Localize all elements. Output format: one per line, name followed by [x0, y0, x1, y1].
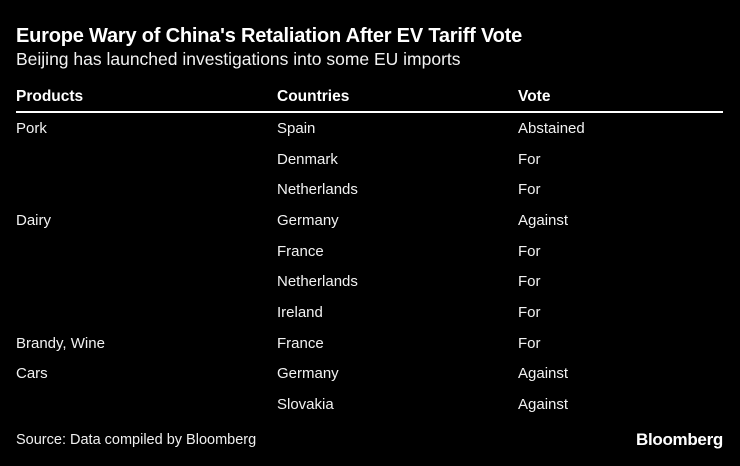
table-row: Slovakia Against [16, 389, 723, 420]
cell-vote: For [518, 242, 541, 260]
cell-vote: For [518, 150, 541, 168]
table-row: Dairy Germany Against [16, 205, 723, 236]
table-row: Cars Germany Against [16, 359, 723, 390]
cell-country: Germany [277, 365, 339, 383]
cell-country: Denmark [277, 150, 338, 168]
cell-product: Dairy [16, 211, 52, 229]
cell-country: France [277, 334, 324, 352]
table-row: Netherlands For [16, 174, 723, 205]
source-note: Source: Data compiled by Bloomberg [16, 431, 257, 448]
cell-country: Ireland [277, 303, 323, 321]
table-row: Netherlands For [16, 266, 723, 297]
cell-country: Netherlands [277, 181, 358, 199]
cell-product: Pork [16, 119, 47, 137]
cell-country: Netherlands [277, 273, 358, 291]
cell-vote: Against [518, 396, 569, 414]
chart-subtitle: Beijing has launched investigations into… [16, 49, 461, 69]
cell-vote: For [518, 334, 541, 352]
cell-vote: For [518, 303, 541, 321]
table-header-row: Products Countries Vote [16, 88, 723, 113]
table-row: Ireland For [16, 297, 723, 328]
cell-vote: Abstained [518, 119, 585, 137]
cell-product: Cars [16, 365, 48, 383]
bloomberg-logo: Bloomberg [635, 429, 723, 449]
cell-vote: Against [518, 365, 569, 383]
cell-vote: For [518, 181, 541, 199]
column-header-vote: Vote [518, 88, 551, 105]
cell-country: Slovakia [277, 396, 334, 414]
cell-vote: For [518, 273, 541, 291]
column-header-products: Products [16, 88, 84, 105]
table-row: Pork Spain Abstained [16, 113, 723, 144]
table-row: Brandy, Wine France For [16, 328, 723, 359]
chart-footer: Source: Data compiled by Bloomberg Bloom… [16, 428, 723, 452]
table-row: Denmark For [16, 144, 723, 175]
cell-product: Brandy, Wine [16, 334, 105, 352]
table-body: Pork Spain Abstained Denmark For Netherl… [16, 113, 723, 420]
cell-country: Germany [277, 211, 339, 229]
cell-country: Spain [277, 119, 316, 137]
chart-title: Europe Wary of China's Retaliation After… [16, 25, 523, 47]
cell-country: France [277, 242, 324, 260]
table-row: France For [16, 236, 723, 267]
column-header-countries: Countries [277, 88, 350, 105]
cell-vote: Against [518, 211, 569, 229]
